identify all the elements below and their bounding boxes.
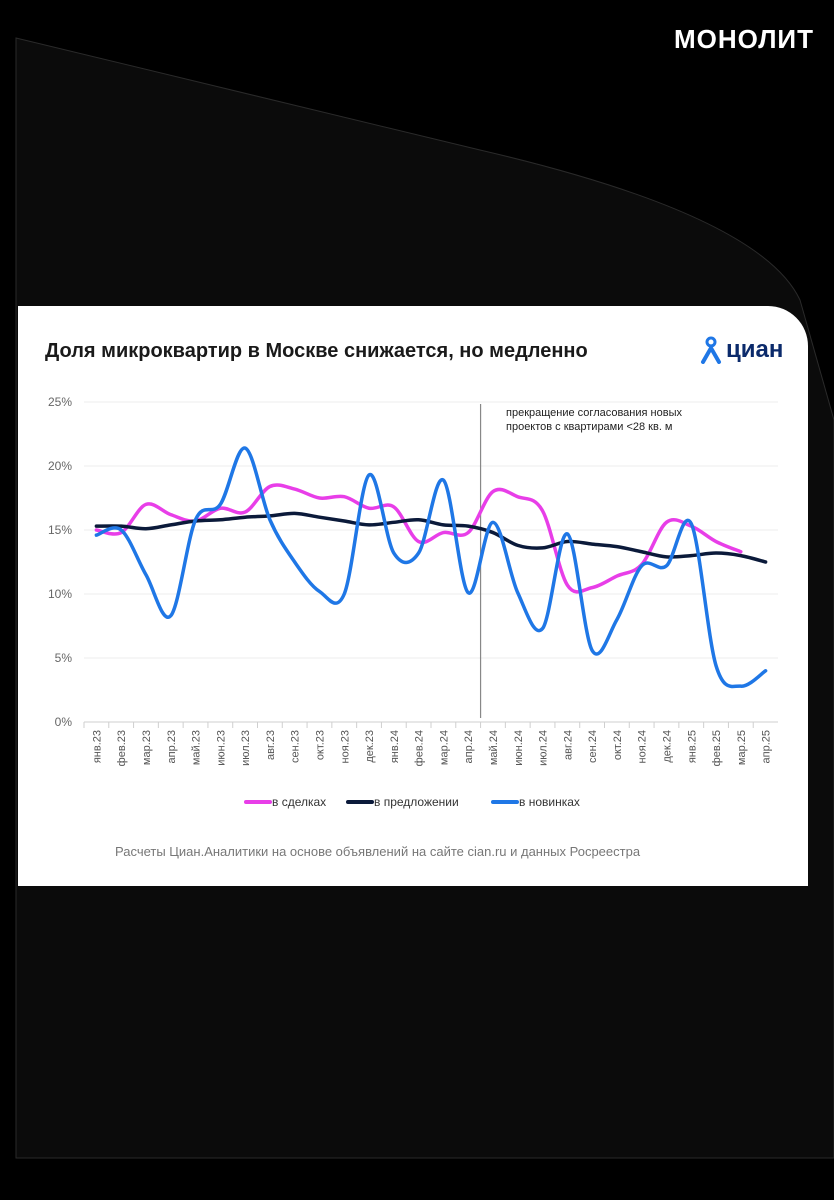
x-tick-label: фев.24: [414, 730, 426, 766]
cian-pin-icon: [701, 336, 721, 364]
x-tick-label: ноя.23: [339, 730, 351, 763]
x-tick-label: апр.24: [463, 730, 475, 763]
x-tick-label: июл.23: [240, 730, 252, 766]
x-tick-label: окт.23: [314, 730, 326, 760]
chart-annotation: прекращение согласования новых проектов …: [506, 407, 682, 433]
x-tick-label: окт.24: [612, 730, 624, 760]
x-tick-label: май.23: [191, 730, 203, 765]
x-tick-label: фев.23: [116, 730, 128, 766]
y-tick-label: 15%: [48, 523, 72, 537]
y-tick-label: 25%: [48, 395, 72, 409]
x-tick-label: дек.24: [661, 730, 673, 763]
cian-logo: циан: [700, 332, 783, 368]
brand-logo: МОНОЛИТ: [673, 24, 814, 54]
legend-label: в сделках: [272, 795, 326, 809]
series-line-2: [94, 511, 768, 564]
x-tick-label: апр.23: [166, 730, 178, 763]
source-note: Расчеты Циан.Аналитики на основе объявле…: [115, 844, 641, 859]
series-line-3: [94, 446, 768, 689]
x-tick-label: авг.23: [265, 730, 277, 760]
legend-label: в предложении: [374, 795, 459, 809]
y-tick-label: 10%: [48, 587, 72, 601]
x-tick-label: мар.24: [438, 730, 450, 765]
x-tick-label: май.24: [488, 730, 500, 765]
y-tick-label: 20%: [48, 459, 72, 473]
x-tick-label: июн.24: [513, 730, 525, 766]
x-tick-label: ноя.24: [637, 730, 649, 763]
x-tick-label: дек.23: [364, 730, 376, 763]
x-tick-label: янв.25: [686, 730, 698, 763]
x-tick-label: янв.24: [389, 730, 401, 763]
logo-text: циан: [726, 336, 784, 363]
chart-card: Доля микроквартир в Москве снижается, но…: [18, 306, 808, 886]
x-tick-label: июн.23: [215, 730, 227, 766]
x-tick-label: сен.24: [587, 730, 599, 763]
y-tick-label: 0%: [55, 715, 73, 729]
legend-label: в новинках: [519, 795, 580, 809]
chart-title: Доля микроквартир в Москве снижается, но…: [45, 340, 588, 362]
x-tick-label: июл.24: [538, 730, 550, 766]
x-tick-label: авг.24: [562, 730, 574, 760]
series-line-1: [94, 483, 743, 594]
line-chart: 0% 5% 10% 15% 20% 25% янв.23 фев.23 мар.23 апр.23…: [48, 395, 778, 809]
x-tick-label: мар.25: [736, 730, 748, 765]
x-tick-label: сен.23: [290, 730, 302, 763]
x-tick-label: апр.25: [761, 730, 773, 763]
x-tick-label: янв.23: [91, 730, 103, 763]
y-tick-label: 5%: [55, 651, 73, 665]
x-tick-label: фев.25: [711, 730, 723, 766]
x-tick-label: мар.23: [141, 730, 153, 765]
